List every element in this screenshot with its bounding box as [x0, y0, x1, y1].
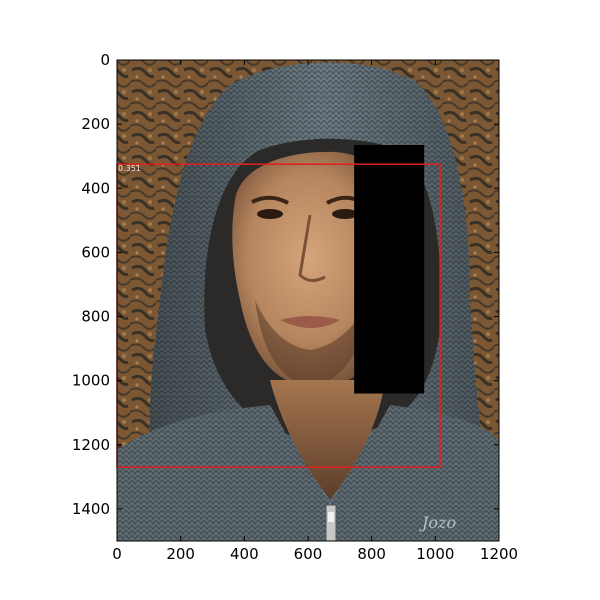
y-tick-label: 200	[81, 115, 110, 133]
x-tick-label: 600	[294, 545, 323, 563]
x-tick-label: 400	[230, 545, 259, 563]
x-tick-label: 200	[166, 545, 195, 563]
sweater	[117, 405, 499, 541]
y-tick-label: 800	[81, 308, 110, 326]
x-tick-label: 800	[357, 545, 386, 563]
y-tick-label: 1200	[72, 436, 110, 454]
y-tick-label: 400	[81, 179, 110, 197]
watermark: Jozo	[419, 513, 456, 532]
y-tick-label: 1400	[72, 500, 110, 518]
y-tick-label: 600	[81, 243, 110, 261]
x-tick-label: 0	[112, 545, 122, 563]
zipper	[325, 504, 337, 541]
x-tick-label: 1000	[416, 545, 454, 563]
redaction-mask	[354, 144, 425, 394]
y-tick-label: 0	[100, 51, 110, 69]
photo-subject: Jozo	[117, 60, 499, 541]
y-tick-label: 1000	[72, 372, 110, 390]
detection-score: 0.351	[118, 164, 141, 173]
x-tick-label: 1200	[480, 545, 518, 563]
